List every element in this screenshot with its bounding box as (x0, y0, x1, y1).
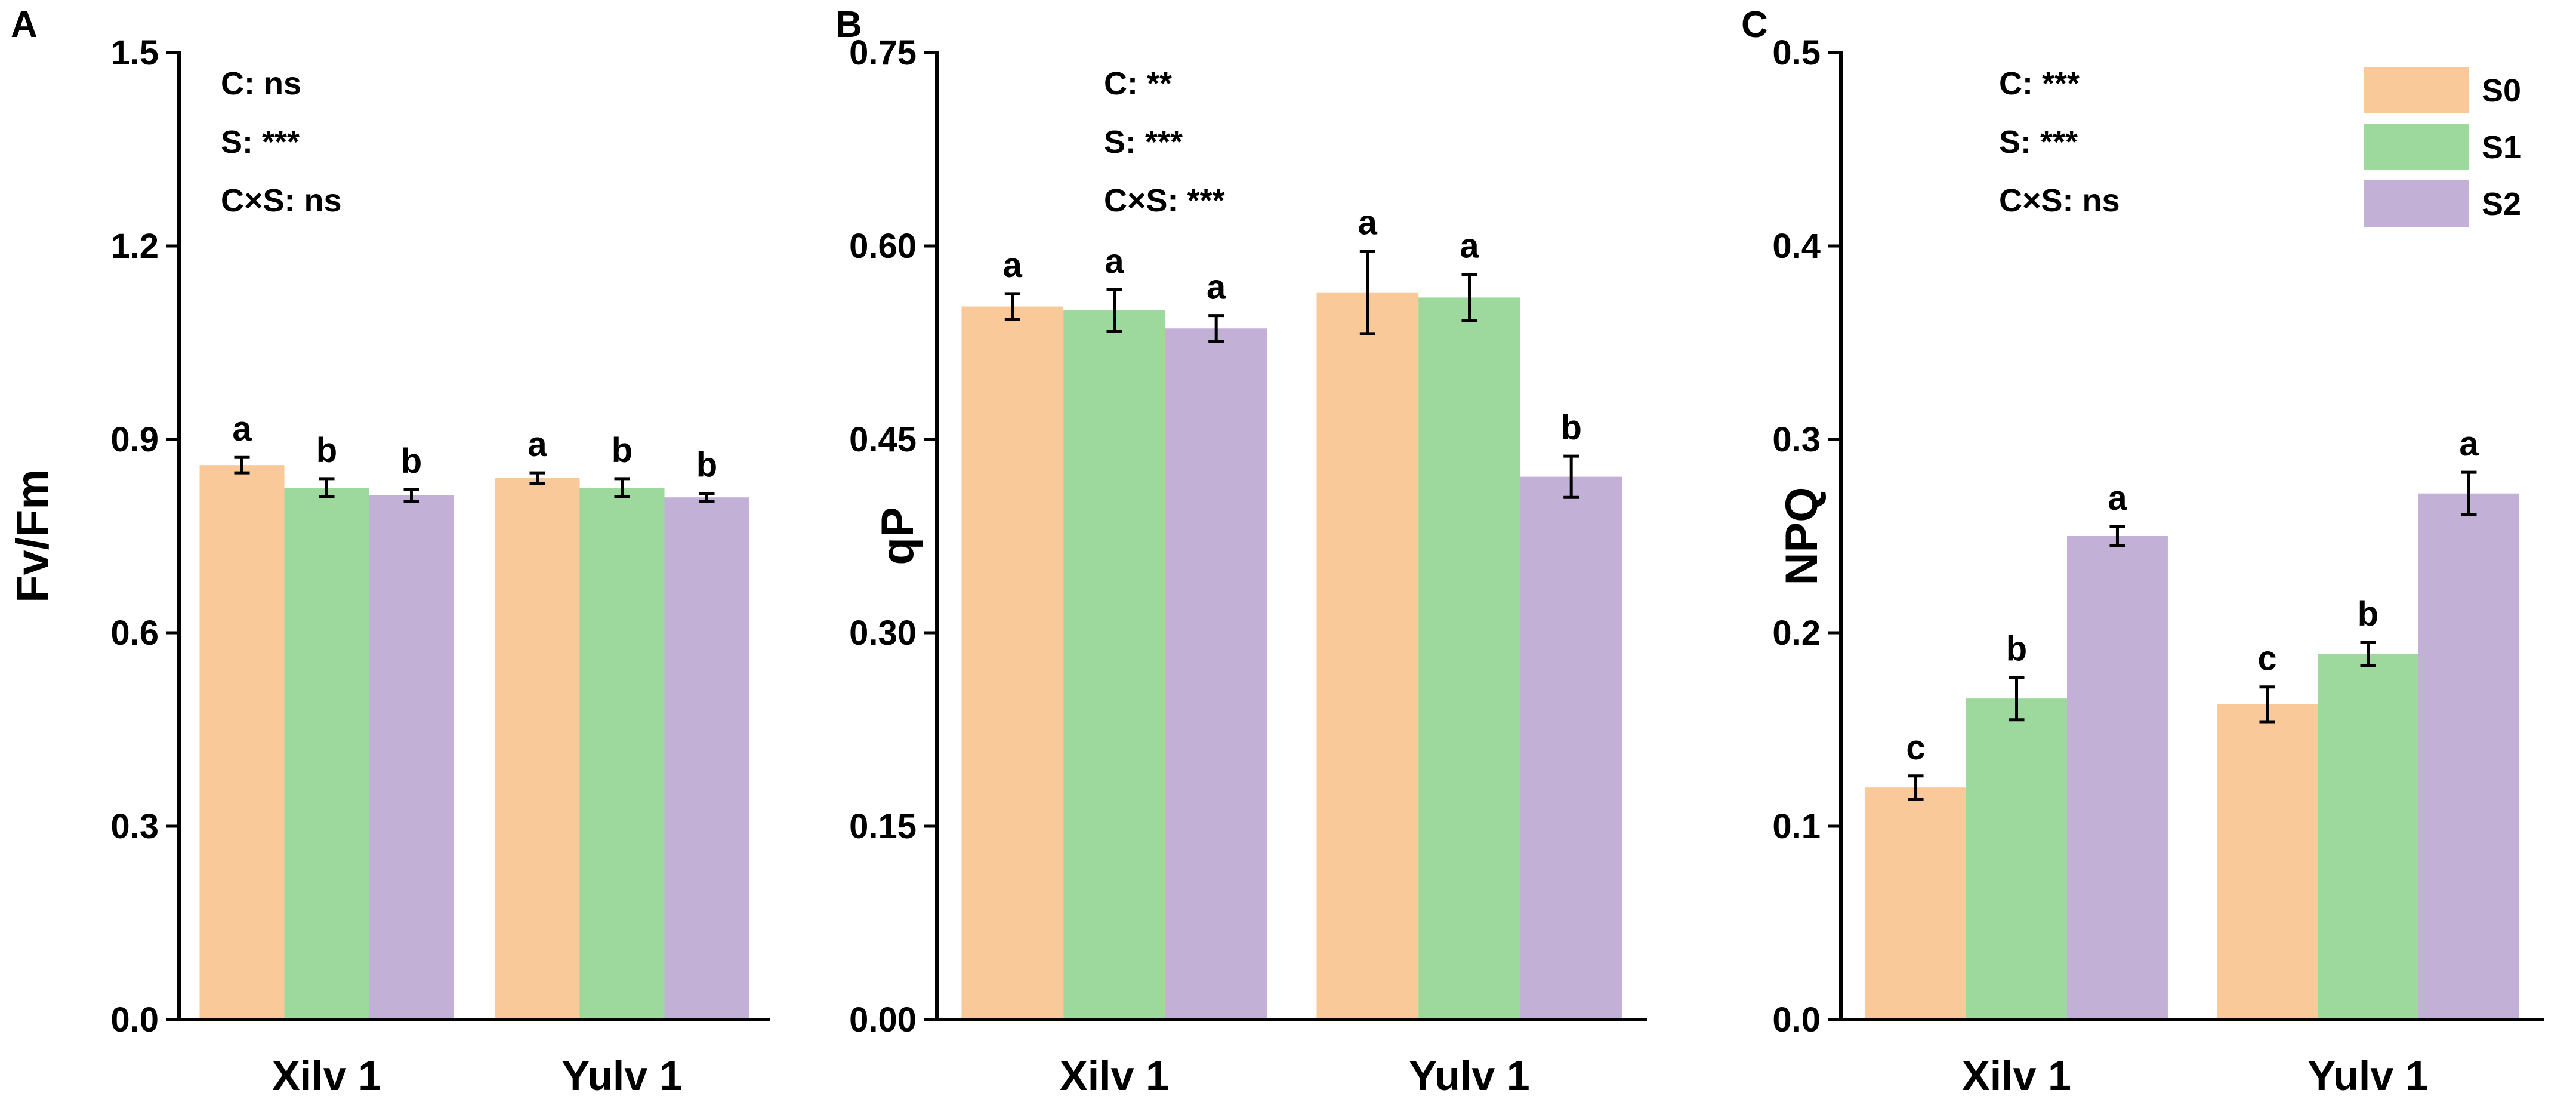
y-tick-label: 0.75 (849, 33, 917, 72)
bar-s1-2 (2318, 654, 2418, 1020)
x-category-label: Yulv 1 (1409, 1052, 1529, 1099)
significance-letter: c (2257, 639, 2276, 678)
y-tick-label: 0.00 (849, 1001, 917, 1039)
bar-s0-2 (1316, 292, 1419, 1020)
significance-letter: a (1105, 242, 1124, 281)
stat-annotation: C: *** (1999, 66, 2080, 101)
y-tick-label: 0.45 (849, 420, 917, 459)
y-tick-label: 0.9 (110, 420, 159, 459)
y-tick-label: 0.0 (110, 1001, 159, 1039)
x-category-label: Xilv 1 (272, 1052, 381, 1099)
bar-s0-1 (199, 465, 285, 1020)
bar-s2-1 (369, 495, 454, 1020)
x-category-label: Xilv 1 (1962, 1052, 2071, 1099)
y-tick-label: 0.2 (1772, 614, 1821, 652)
y-tick-label: 0.6 (110, 614, 159, 652)
significance-letter: b (612, 431, 633, 470)
y-axis-label: NPQ (1776, 487, 1827, 586)
significance-letter: b (2358, 595, 2378, 633)
bar-s1-2 (579, 488, 665, 1020)
stat-annotation: C×S: ns (221, 183, 342, 218)
stat-annotation: S: *** (221, 124, 300, 160)
significance-letter: a (2108, 479, 2127, 518)
x-category-label: Yulv 1 (562, 1052, 682, 1099)
y-axis-label: qP (872, 507, 923, 565)
bar-s0-2 (495, 478, 580, 1020)
y-tick-label: 1.5 (110, 33, 159, 72)
stat-annotation: S: *** (1104, 124, 1183, 160)
legend-label: S1 (2482, 130, 2521, 165)
legend-swatch-s2 (2364, 180, 2469, 227)
bar-s1-1 (1966, 698, 2067, 1020)
y-tick-label: 0.3 (110, 807, 159, 846)
stat-annotation: C×S: ns (1999, 183, 2120, 218)
bar-s2-2 (1520, 476, 1622, 1020)
panel-letter: C (1741, 4, 1768, 45)
panel-c: C NPQ 0.0 0.1 0.2 0.3 0.4 0.5 c b a Xilv 1 c b a Yulv 1… (1741, 4, 2544, 1099)
y-tick-label: 0.0 (1772, 1001, 1821, 1039)
significance-letter: c (1906, 728, 1925, 767)
bar-s2-2 (664, 497, 749, 1020)
stat-annotation: C×S: *** (1104, 183, 1225, 218)
y-tick-label: 1.2 (110, 227, 159, 266)
significance-letter: b (696, 446, 717, 485)
significance-letter: a (1003, 246, 1023, 285)
y-tick-label: 0.1 (1772, 807, 1821, 846)
panel-b: BqP 0.00 0.15 0.30 0.45 0.60 0.75 a a a Xilv 1 a a b Y… (835, 4, 1647, 1099)
bar-s2-1 (2066, 536, 2168, 1020)
significance-letter: a (1207, 268, 1226, 307)
y-tick-label: 0.4 (1772, 227, 1821, 266)
bar-s0-1 (961, 306, 1064, 1020)
significance-letter: a (232, 410, 252, 448)
significance-letter: a (1358, 204, 1378, 242)
y-tick-label: 0.60 (849, 227, 917, 266)
bar-s1-1 (1063, 310, 1165, 1020)
y-tick-label: 0.3 (1772, 420, 1821, 459)
y-axis-label: Fv/Fm (7, 469, 58, 603)
x-category-label: Yulv 1 (2307, 1052, 2428, 1099)
panel-a: A Fv/Fm 0.0 0.3 0.6 0.9 1.2 1.5 a b b Xilv 1 a b b Yulv… (7, 4, 770, 1099)
significance-letter: a (2459, 424, 2479, 463)
bar-s2-2 (2418, 493, 2519, 1020)
significance-letter: a (527, 425, 547, 464)
significance-letter: b (1560, 408, 1581, 447)
significance-letter: b (2006, 630, 2027, 669)
significance-letter: b (401, 442, 422, 481)
legend-label: S2 (2482, 186, 2521, 222)
stat-annotation: C: ns (221, 66, 301, 101)
stat-annotation: C: ** (1104, 66, 1172, 101)
stat-annotation: S: *** (1999, 124, 2078, 160)
significance-letter: b (316, 431, 337, 470)
x-category-label: Xilv 1 (1060, 1052, 1169, 1099)
panel-letter: A (11, 4, 38, 45)
significance-letter: a (1460, 227, 1479, 266)
bar-s0-2 (2217, 704, 2318, 1020)
legend-swatch-s1 (2364, 124, 2469, 170)
bar-s2-1 (1165, 328, 1267, 1020)
panel-letter: B (835, 4, 862, 45)
legend-swatch-s0 (2364, 67, 2469, 113)
bar-s1-1 (284, 488, 369, 1020)
y-tick-label: 0.15 (849, 807, 917, 846)
legend-label: S0 (2482, 73, 2521, 109)
y-tick-label: 0.5 (1772, 33, 1821, 72)
bar-s0-1 (1865, 787, 1967, 1020)
y-tick-label: 0.30 (849, 614, 917, 652)
bar-s1-2 (1418, 297, 1520, 1020)
legend: S0 S1 S2 (2364, 67, 2521, 227)
